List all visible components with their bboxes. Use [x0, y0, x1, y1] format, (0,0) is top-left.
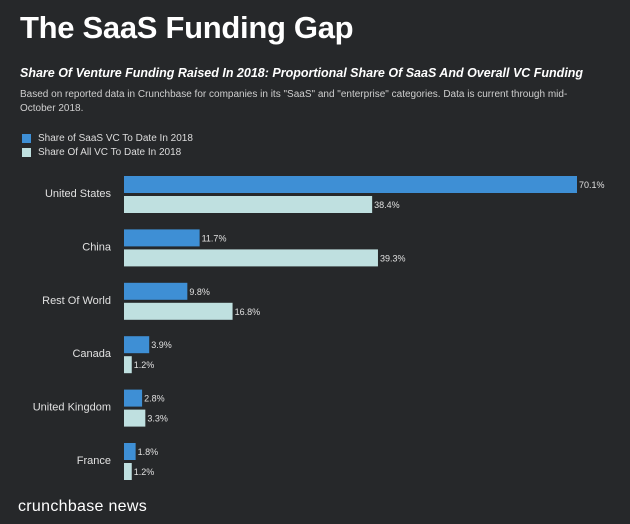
- data-label-all-vc-france: 1.2%: [134, 467, 155, 477]
- chart-legend: Share of SaaS VC To Date In 2018 Share O…: [22, 131, 193, 159]
- bar-all-vc-united-kingdom: [124, 409, 146, 427]
- category-label-france: France: [77, 455, 111, 467]
- bar-saas-united-states: [124, 176, 577, 193]
- legend-swatch-all-vc: [22, 147, 31, 157]
- bar-all-vc-rest-of-world: [124, 302, 233, 320]
- category-label-united-kingdom: United Kingdom: [33, 402, 111, 414]
- data-label-all-vc-united-states: 38.4%: [374, 200, 400, 210]
- brand-logo: crunchbase news: [18, 498, 148, 515]
- page-title: The SaaS Funding Gap: [20, 10, 354, 45]
- data-label-all-vc-canada: 1.2%: [134, 360, 155, 370]
- bar-saas-rest-of-world: [124, 282, 188, 300]
- legend-item-saas: Share of SaaS VC To Date In 2018: [22, 131, 193, 145]
- bar-all-vc-united-states: [124, 196, 373, 213]
- category-label-united-states: United States: [45, 188, 112, 200]
- category-label-rest-of-world: Rest Of World: [42, 295, 111, 307]
- bar-saas-canada: [124, 336, 150, 354]
- data-label-saas-united-states: 70.1%: [579, 180, 605, 190]
- chart-subtitle: Share Of Venture Funding Raised In 2018:…: [20, 66, 584, 80]
- bar-all-vc-china: [124, 249, 378, 267]
- data-label-all-vc-united-kingdom: 3.3%: [147, 414, 168, 424]
- chart-description: Based on reported data in Crunchbase for…: [20, 89, 568, 114]
- data-label-saas-china: 11.7%: [202, 233, 227, 243]
- data-label-saas-united-kingdom: 2.8%: [144, 394, 165, 404]
- data-label-saas-france: 1.8%: [138, 447, 159, 457]
- category-label-canada: Canada: [72, 348, 111, 360]
- bar-all-vc-france: [124, 463, 132, 480]
- data-label-all-vc-china: 39.3%: [380, 253, 406, 263]
- data-label-saas-canada: 3.9%: [151, 340, 172, 350]
- bar-saas-united-kingdom: [124, 389, 143, 407]
- category-label-china: China: [82, 241, 112, 253]
- legend-swatch-saas: [22, 133, 31, 143]
- bar-saas-france: [124, 443, 136, 460]
- legend-label-saas: Share of SaaS VC To Date In 2018: [38, 132, 193, 144]
- bar-all-vc-canada: [124, 356, 132, 374]
- legend-label-all-vc: Share Of All VC To Date In 2018: [38, 146, 182, 158]
- bar-saas-china: [124, 229, 200, 247]
- data-label-all-vc-rest-of-world: 16.8%: [235, 307, 261, 317]
- data-label-saas-rest-of-world: 9.8%: [189, 287, 210, 297]
- legend-item-all-vc: Share Of All VC To Date In 2018: [22, 145, 193, 159]
